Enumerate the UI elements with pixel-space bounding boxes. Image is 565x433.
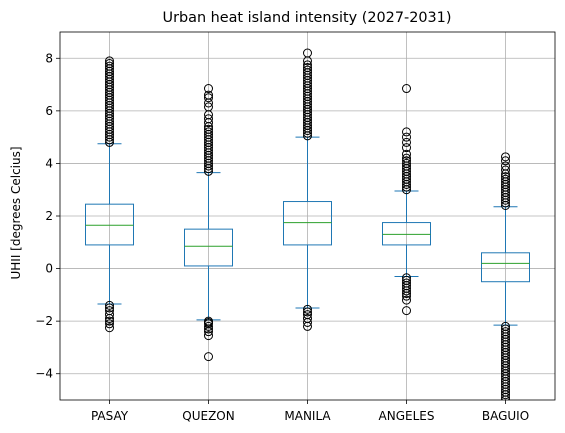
outlier-point [204,114,213,124]
outlier-point [303,48,312,58]
box-baguio [481,152,530,400]
outlier-point [501,174,510,184]
outlier-point [303,307,312,317]
outlier-point [402,132,411,142]
outlier-point [501,152,510,162]
box-manila [283,48,332,331]
x-tick-label: BAGUIO [482,409,529,423]
outlier-point [402,84,411,94]
outlier-point [105,323,114,333]
tick-labels: −4 −2 0 2 4 6 8 PASAY QUEZON MANILA ANGELES BAGUIO [35,51,529,423]
outlier-point [204,124,213,134]
outlier-point [204,327,213,337]
axes-border [59,31,556,401]
outlier-point [501,390,510,400]
outlier-point [402,286,411,296]
outlier-point [204,93,213,103]
outlier-point [105,61,114,71]
x-tick-label: MANILA [284,409,331,423]
outlier-point [204,84,213,94]
plot-area [85,48,530,400]
outlier-point [303,304,312,314]
outlier-point [501,395,510,400]
box-quezon [184,84,233,362]
outlier-point [402,306,411,316]
x-tick-label: PASAY [91,409,129,423]
outlier-point [501,161,510,171]
outlier-point [303,317,312,327]
outlier-point [303,60,312,70]
y-tick-label: 4 [45,156,53,170]
y-tick-label: 6 [45,104,53,118]
outlier-point [303,65,312,75]
iqr-box [382,222,431,246]
outlier-point [402,149,411,159]
outlier-point [402,295,411,305]
outlier-point [204,102,213,112]
outlier-point [501,165,510,175]
iqr-box [481,252,530,283]
outlier-point [105,310,114,320]
outlier-point [105,316,114,326]
y-tick-label: 2 [45,209,53,223]
outlier-point [105,59,114,69]
box-angeles [382,84,431,316]
y-tick-label: −4 [35,367,53,381]
iqr-box [85,203,134,246]
outlier-point [204,324,213,334]
iqr-box [184,228,233,267]
outlier-point [402,127,411,137]
outlier-point [105,56,114,66]
boxes-group [85,48,530,400]
outlier-point [501,172,510,182]
x-tick-label: ANGELES [379,409,435,423]
outlier-point [402,289,411,299]
iqr-box [283,201,332,246]
y-tick-label: −2 [35,314,53,328]
axes-frame [56,31,556,404]
outlier-point [402,143,411,153]
outlier-point [303,321,312,331]
outlier-point [402,156,411,166]
outlier-point [105,314,114,324]
outlier-point [204,331,213,341]
outlier-point [303,62,312,72]
outlier-point [204,127,213,137]
outlier-point [402,137,411,147]
box-pasay [85,56,134,333]
outlier-point [402,153,411,163]
outlier-point [105,319,114,329]
outlier-point [204,90,213,100]
outlier-point [204,352,213,362]
outlier-point [501,156,510,166]
outlier-point [105,303,114,313]
y-tick-label: 0 [45,262,53,276]
y-tick-label: 8 [45,51,53,65]
outlier-point [105,300,114,310]
chart-title: Urban heat island intensity (2027-2031) [163,10,452,26]
x-tick-label: QUEZON [182,409,234,423]
y-axis-label: UHII [degrees Celcius] [9,146,23,279]
outlier-point [204,321,213,331]
outlier-point [501,392,510,400]
outlier-point [402,291,411,301]
outlier-point [402,158,411,168]
